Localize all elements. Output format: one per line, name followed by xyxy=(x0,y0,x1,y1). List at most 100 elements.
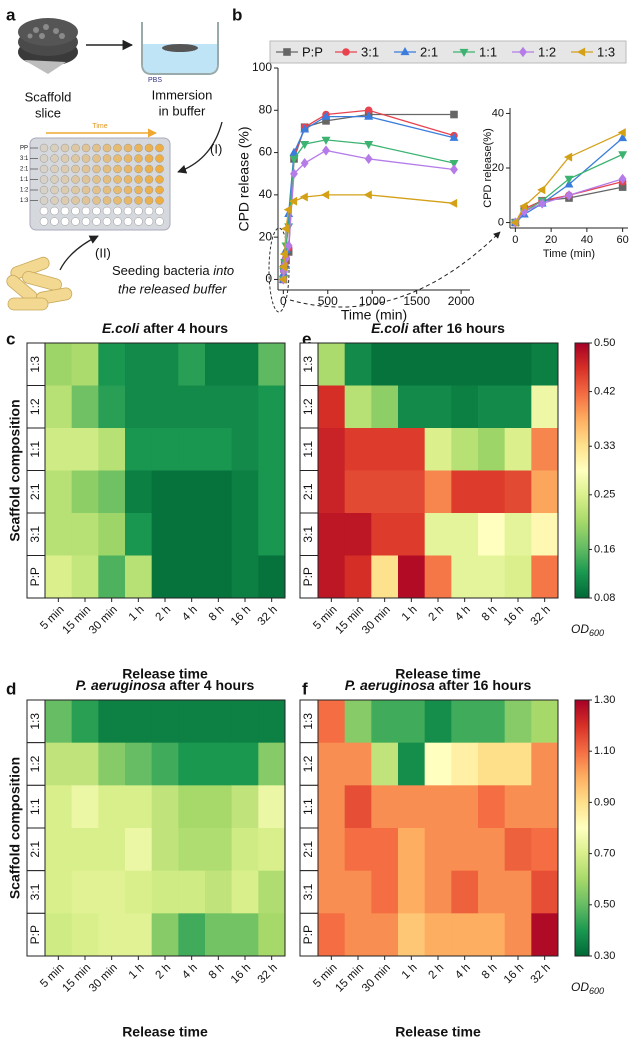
heat-cell xyxy=(371,913,399,957)
heat-cell xyxy=(151,470,179,514)
heat-cell xyxy=(98,742,126,786)
heat-cell xyxy=(258,870,286,914)
well xyxy=(155,143,164,153)
row-label: 3:1 xyxy=(301,883,315,900)
well xyxy=(123,164,133,174)
x-tick-label: 0 xyxy=(280,294,287,308)
x-tick-label: 15 min xyxy=(333,604,366,637)
heat-cell xyxy=(258,785,286,829)
heat-cell xyxy=(205,343,233,386)
marker xyxy=(321,136,331,145)
well xyxy=(134,164,143,174)
well xyxy=(144,164,154,174)
x-tick-label: 15 min xyxy=(60,962,93,995)
well xyxy=(92,164,101,174)
heat-cell xyxy=(398,385,426,429)
well xyxy=(92,217,101,226)
heat-cell xyxy=(151,385,179,429)
well xyxy=(102,154,112,163)
well xyxy=(113,175,122,184)
heat-cell xyxy=(45,385,73,429)
well xyxy=(81,217,91,226)
heat-cell xyxy=(504,785,532,829)
heat-cell xyxy=(318,513,346,556)
x-tick-label: 1500 xyxy=(403,294,430,308)
label-part: OD xyxy=(571,622,589,636)
marker xyxy=(538,198,547,209)
title-part: E.coli xyxy=(102,320,140,336)
heat-cell xyxy=(398,555,426,599)
well xyxy=(50,164,59,174)
heat-cell xyxy=(504,870,532,914)
label-part: 600 xyxy=(589,986,604,996)
chart-title: E.coli after 16 hours xyxy=(371,320,505,336)
marker xyxy=(290,168,298,179)
row-label-box xyxy=(299,912,319,957)
well xyxy=(123,143,133,153)
heat-cell xyxy=(478,870,506,914)
marker xyxy=(278,262,287,272)
well xyxy=(81,196,91,205)
heat-cell xyxy=(178,470,206,514)
x-tick-label: 2 h xyxy=(426,604,446,624)
row-label: 1:2 xyxy=(28,755,42,772)
heat-cell xyxy=(125,785,153,829)
x-tick-label: 15 min xyxy=(333,962,366,995)
row-label: 3:1 xyxy=(301,526,315,543)
heat-cell xyxy=(45,785,73,829)
heat-cell xyxy=(178,700,206,744)
well xyxy=(155,196,164,205)
heat-cell xyxy=(424,555,452,599)
heat-cell xyxy=(45,742,73,786)
heat-cell xyxy=(231,470,259,514)
legend-label: 1:3 xyxy=(597,44,615,59)
legend-label: 1:2 xyxy=(538,44,556,59)
heat-cell xyxy=(371,555,399,599)
marker xyxy=(459,48,469,57)
heat-cell xyxy=(125,828,153,872)
heat-cell xyxy=(424,470,452,514)
heat-cell xyxy=(531,913,559,957)
heat-cell xyxy=(45,428,73,471)
well xyxy=(71,206,80,216)
heat-cell xyxy=(504,428,532,471)
heat-cell xyxy=(125,742,153,786)
well xyxy=(123,196,133,205)
well xyxy=(113,154,122,163)
heat-cell xyxy=(71,428,99,471)
y-tick-label: 20 xyxy=(492,162,504,174)
well xyxy=(155,217,164,226)
well xyxy=(60,154,70,163)
x-tick-label: 1 h xyxy=(400,604,420,624)
heat-cell xyxy=(205,828,233,872)
well xyxy=(113,143,122,153)
well xyxy=(39,206,49,216)
heat-cell xyxy=(451,785,479,829)
marker xyxy=(342,48,350,56)
heat-cell xyxy=(231,828,259,872)
title-part: 16 hours xyxy=(473,677,532,693)
well xyxy=(92,154,101,163)
heat-cell xyxy=(318,913,346,957)
y-tick-label: 20 xyxy=(259,229,273,243)
well xyxy=(50,217,59,226)
heat-cell xyxy=(231,428,259,471)
heat-cell xyxy=(258,828,286,872)
panel-label: b xyxy=(232,5,242,24)
heat-cell xyxy=(178,742,206,786)
heat-cell xyxy=(125,555,153,599)
heat-cell xyxy=(451,343,479,386)
well xyxy=(60,175,70,184)
heat-cell xyxy=(45,913,73,957)
time-label: Time xyxy=(92,123,107,130)
marker xyxy=(510,218,519,228)
y-axis-label: Scaffold composition xyxy=(7,399,23,541)
heat-cell xyxy=(424,385,452,429)
well xyxy=(144,175,154,184)
well xyxy=(92,196,101,205)
heat-cell xyxy=(71,785,99,829)
heat-cell xyxy=(258,700,286,744)
heat-cell xyxy=(318,428,346,471)
heat-cell xyxy=(258,913,286,957)
